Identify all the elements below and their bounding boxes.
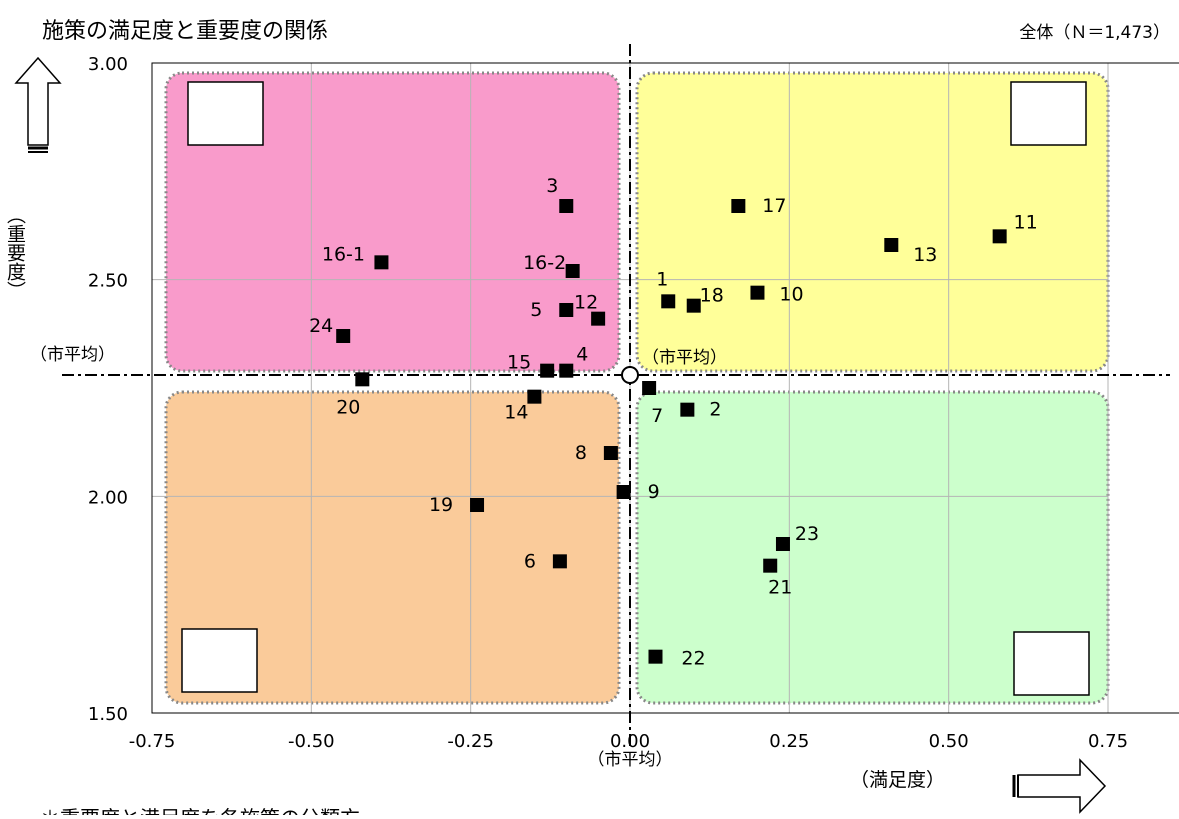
x-tick-label: 0.50: [929, 731, 969, 752]
data-point-marker: [750, 285, 765, 300]
quadrant-top-left: [164, 71, 621, 373]
data-point-label: 11: [1014, 211, 1038, 233]
x-tick-label: 0.75: [1088, 731, 1128, 752]
data-point-label: 23: [795, 523, 819, 545]
data-point-marker: [591, 311, 606, 326]
data-point-label: 19: [429, 494, 453, 516]
data-point-label: 9: [648, 481, 660, 503]
data-point-marker: [470, 498, 485, 512]
data-point-marker: [540, 363, 555, 378]
data-point-marker: [559, 199, 574, 213]
x-tick-label: 0.25: [769, 731, 809, 752]
data-point-marker: [559, 303, 574, 317]
data-point-marker: [731, 199, 746, 213]
data-point-marker: [527, 389, 542, 404]
y-tick-label: 2.50: [88, 271, 128, 292]
up-arrow-icon: [14, 56, 62, 153]
data-point-marker: [661, 294, 676, 309]
quadrant-label-box-bottom-right: [1013, 631, 1090, 696]
data-point-label: 1: [656, 268, 668, 290]
y-average-label: （市平均）: [30, 345, 115, 365]
tick-labels: -0.75 -0.50 -0.25 0.00 0.25 0.50 0.75 1.50 2.00 2…: [88, 54, 1128, 752]
data-point-label: 2: [709, 399, 721, 421]
data-point-label: 20: [336, 396, 360, 418]
quadrant-label-box-top-right: [1010, 81, 1087, 146]
data-point-label: 4: [576, 344, 588, 366]
footer-note: ＊重要度と満足度を各施策の分類方: [40, 806, 360, 815]
y-tick-label: 1.50: [88, 704, 128, 725]
x-tick-label: -0.50: [288, 731, 335, 752]
data-point-label: 8: [575, 442, 587, 464]
x-tick-label: 0.00: [610, 731, 650, 752]
data-point-marker: [992, 229, 1007, 244]
data-point-marker: [775, 537, 790, 551]
data-point-marker: [686, 298, 701, 313]
data-point-marker: [642, 381, 657, 395]
data-point-label: 7: [651, 405, 663, 427]
quadrant-bottom-left: [164, 390, 621, 705]
x-tick-label: -0.75: [129, 731, 176, 752]
right-arrow-icon: [1012, 758, 1107, 814]
quadrant-label-box-bottom-left: [181, 628, 258, 693]
data-point-label: 3: [546, 175, 558, 197]
average-center-marker: [621, 366, 639, 384]
data-point-label: 16-1: [322, 243, 365, 265]
y-tick-label: 2.00: [88, 487, 128, 508]
x-tick-label: -0.25: [447, 731, 494, 752]
y-tick-label: 3.00: [88, 54, 128, 75]
data-point-label: 16-2: [523, 252, 566, 274]
x-axis-title: （満足度）: [850, 769, 945, 791]
data-point-label: 24: [309, 315, 333, 337]
data-point-marker: [884, 238, 899, 252]
quadrant-label-box-top-left: [187, 81, 264, 146]
center-average-label: （市平均）: [642, 348, 727, 368]
data-point-label: 22: [681, 648, 705, 670]
data-point-label: 13: [913, 244, 937, 266]
data-point-marker: [648, 649, 663, 664]
y-axis-title: （重要度）: [4, 205, 26, 300]
data-point-marker: [616, 485, 631, 499]
data-point-marker: [565, 264, 580, 278]
data-point-marker: [552, 554, 567, 569]
quadrant-backgrounds: [164, 71, 1110, 705]
data-point-label: 5: [530, 299, 542, 321]
data-point-marker: [680, 402, 695, 417]
data-point-marker: [374, 255, 389, 270]
sample-size-label: 全体（Ｎ＝1,473）: [1019, 23, 1170, 43]
data-point-label: 15: [507, 352, 531, 374]
data-point-marker: [603, 446, 618, 460]
data-point-marker: [336, 329, 351, 343]
data-point-label: 17: [762, 195, 786, 217]
quadrant-bottom-right: [635, 390, 1110, 705]
data-point-marker: [763, 558, 778, 573]
data-point-marker: [355, 372, 370, 387]
data-point-label: 12: [574, 292, 598, 314]
average-lines: [62, 44, 1170, 748]
data-point-label: 21: [768, 577, 792, 599]
data-point-label: 6: [524, 550, 536, 572]
x-average-label: （市平均）: [588, 750, 673, 770]
plot-frame: [151, 62, 1179, 714]
chart-title: 施策の満足度と重要度の関係: [42, 19, 328, 44]
data-point-label: 14: [504, 402, 528, 424]
data-point-label: 10: [779, 284, 803, 306]
data-point-marker: [559, 363, 574, 378]
data-point-label: 18: [700, 285, 724, 307]
